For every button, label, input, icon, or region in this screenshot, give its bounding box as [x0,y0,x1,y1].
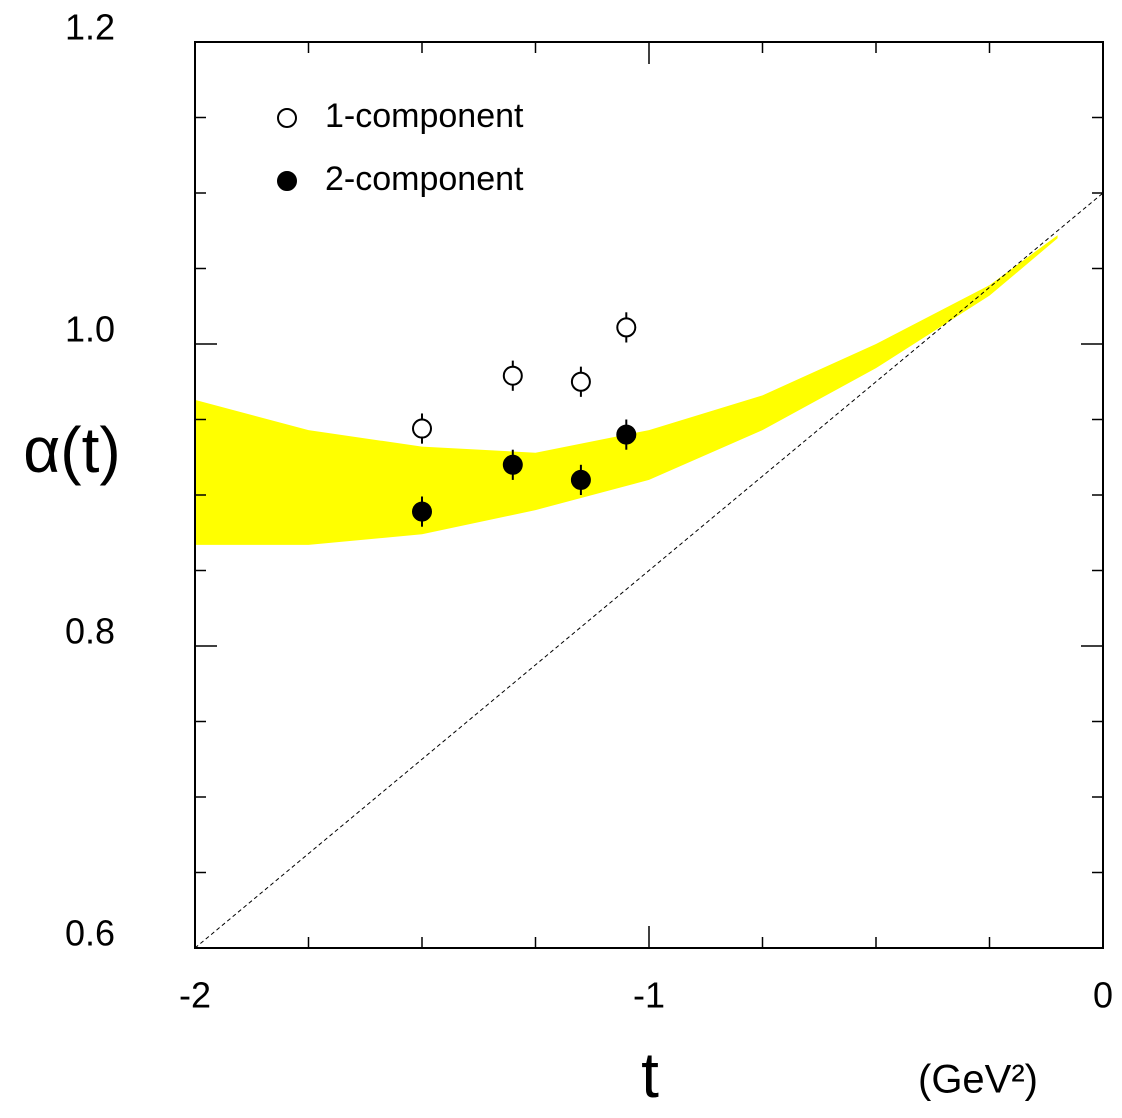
data-point [570,469,591,490]
x-axis-unit: (GeV²) [918,1058,1038,1102]
band [195,235,1058,545]
data-point [412,501,432,522]
data-point [502,365,523,386]
legend-marker [277,171,297,191]
data-point [616,424,637,445]
x-tick-label: -1 [633,975,665,1016]
y-tick-label: 1.0 [65,309,115,350]
y-tick-label: 0.8 [65,611,115,652]
y-tick-label: 0.6 [65,913,115,954]
legend-label: 1-component [325,97,524,135]
data-point [616,317,637,338]
legend-label: 2-component [325,160,524,198]
data-point [412,418,432,439]
legend-marker [277,108,297,128]
y-axis-label: α(t) [23,414,120,486]
x-tick-label: -2 [179,975,211,1016]
data-point [502,454,523,475]
x-axis-label: t [641,1039,659,1111]
reference-line [194,192,1104,949]
x-tick-label: 0 [1093,975,1113,1016]
y-tick-label: 1.2 [65,7,115,48]
data-point [570,371,591,392]
